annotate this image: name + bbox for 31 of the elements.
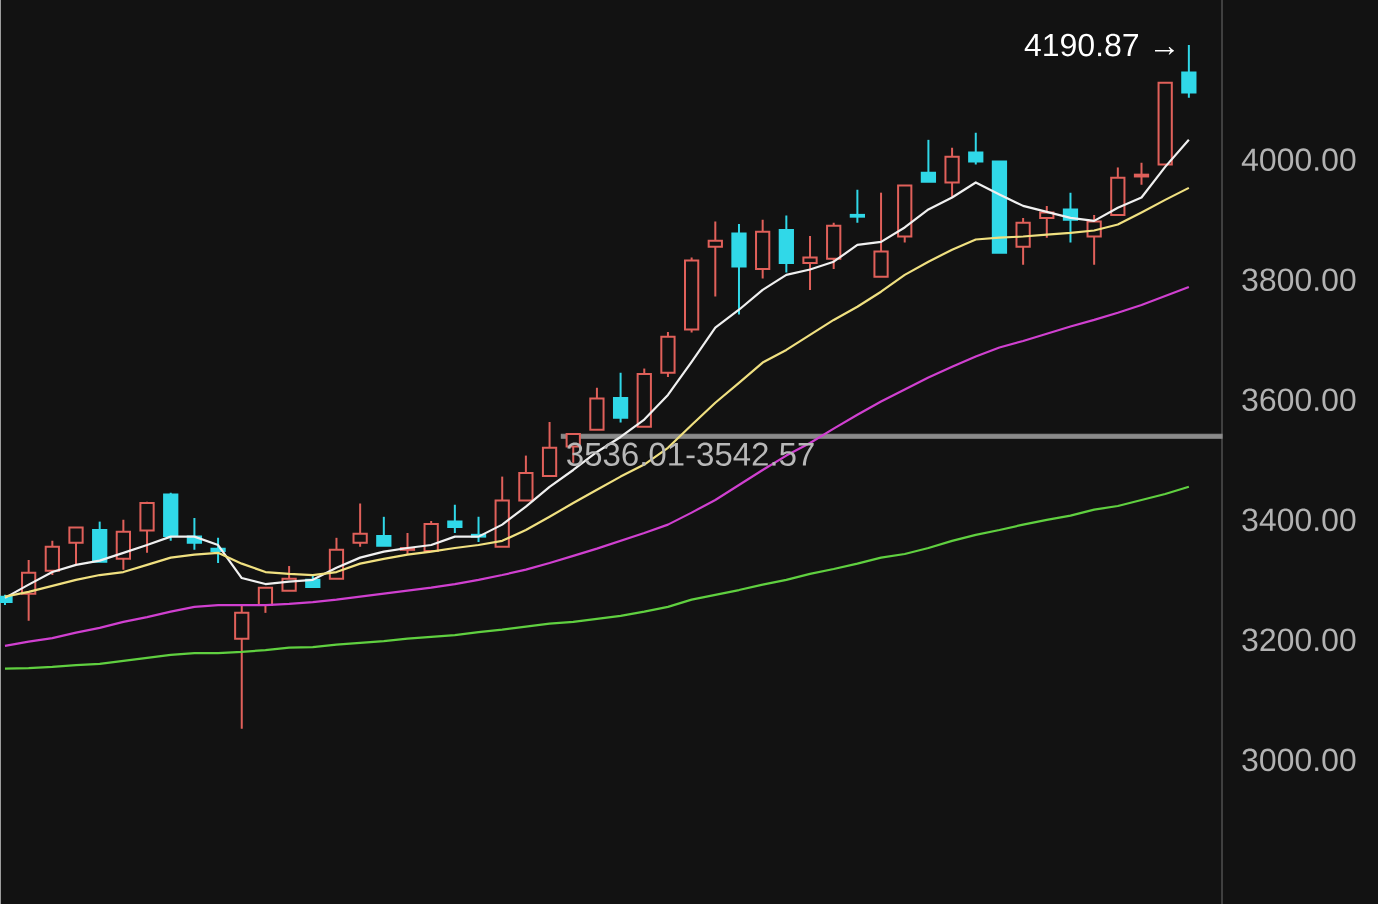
candlestick (376, 515, 392, 547)
candlestick (1181, 44, 1197, 99)
candlestick (755, 218, 771, 280)
candlestick (612, 371, 629, 424)
candlestick (849, 188, 865, 224)
annotation: 4190.87 → (1024, 33, 1174, 57)
y-tick-label: 3800.00 (1242, 268, 1356, 292)
candlestick (707, 220, 723, 298)
candlestick (920, 138, 937, 183)
y-tick-label: 3600.00 (1242, 388, 1356, 412)
candlestick (873, 191, 889, 278)
y-tick-label: 4000.00 (1241, 148, 1356, 171)
candlestick (68, 526, 84, 566)
y-tick-label: 3000.00 (1242, 748, 1356, 772)
candlestick (778, 214, 794, 274)
candlestick (234, 604, 250, 730)
candlestick (352, 502, 368, 548)
candlestick (731, 222, 747, 316)
candlestick (447, 503, 463, 535)
candlestick (1110, 166, 1126, 216)
candlestick (518, 454, 534, 502)
line-series (3, 485, 1190, 670)
candlestick (968, 131, 984, 166)
candlestick (589, 386, 605, 431)
candlestick (541, 420, 558, 477)
candlestick (1015, 216, 1031, 266)
candlestick (944, 146, 960, 199)
candlestick (802, 234, 818, 291)
y-tick-label: 3200.00 (1242, 628, 1356, 652)
y-tick-label: 3400.00 (1242, 508, 1356, 532)
candlestick (115, 518, 131, 571)
